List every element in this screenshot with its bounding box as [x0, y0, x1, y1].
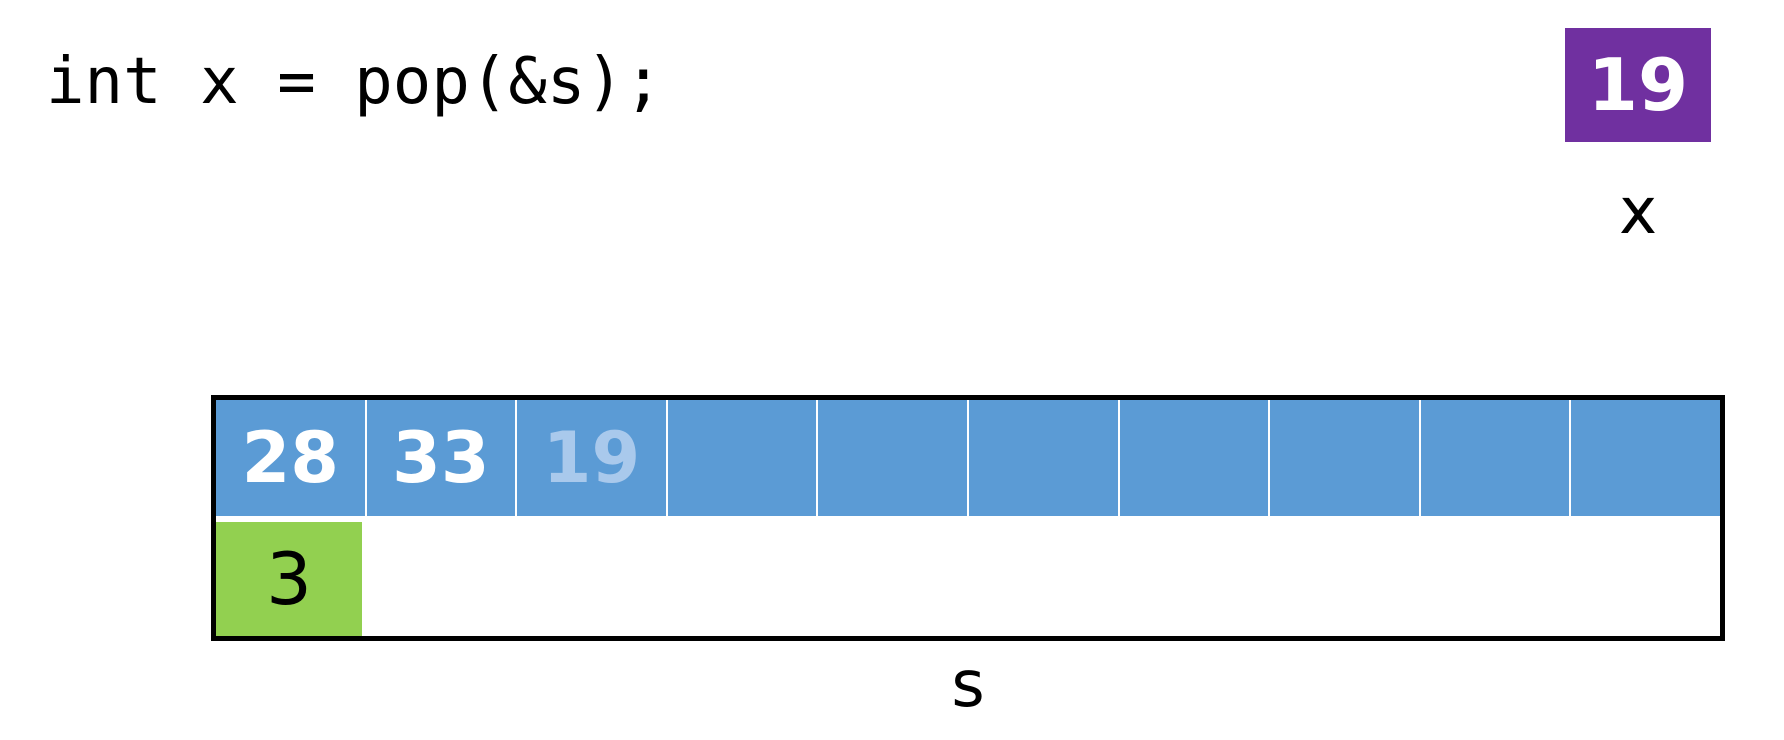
array-cell	[816, 400, 967, 516]
stack-array: 28 33 19	[216, 400, 1720, 516]
array-cell	[1418, 400, 1570, 516]
array-cell: 19	[515, 400, 666, 516]
stack-s-label: s	[951, 648, 985, 722]
array-cell	[665, 400, 817, 516]
array-cell: 33	[364, 400, 516, 516]
array-cell	[1117, 400, 1269, 516]
array-cell: 28	[241, 417, 339, 499]
stack-struct-s: 28 33 19 3	[211, 395, 1725, 641]
array-cell	[1569, 400, 1720, 516]
array-cell	[1268, 400, 1419, 516]
array-cell	[966, 400, 1118, 516]
variable-x-box: 19	[1565, 28, 1711, 142]
code-statement: int x = pop(&s);	[46, 45, 663, 119]
stack-top-field: 3	[216, 522, 362, 636]
variable-x-label: x	[1619, 175, 1657, 249]
